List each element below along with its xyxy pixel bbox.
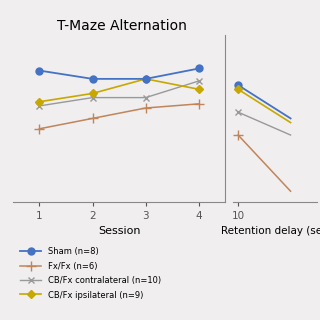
X-axis label: Retention delay (sec: Retention delay (sec xyxy=(221,226,320,236)
X-axis label: Session: Session xyxy=(98,226,140,236)
Text: T-Maze Alternation: T-Maze Alternation xyxy=(57,19,187,33)
Legend: Sham (n=8), Fx/Fx (n=6), CB/Fx contralateral (n=10), CB/Fx ipsilateral (n=9): Sham (n=8), Fx/Fx (n=6), CB/Fx contralat… xyxy=(17,244,164,303)
